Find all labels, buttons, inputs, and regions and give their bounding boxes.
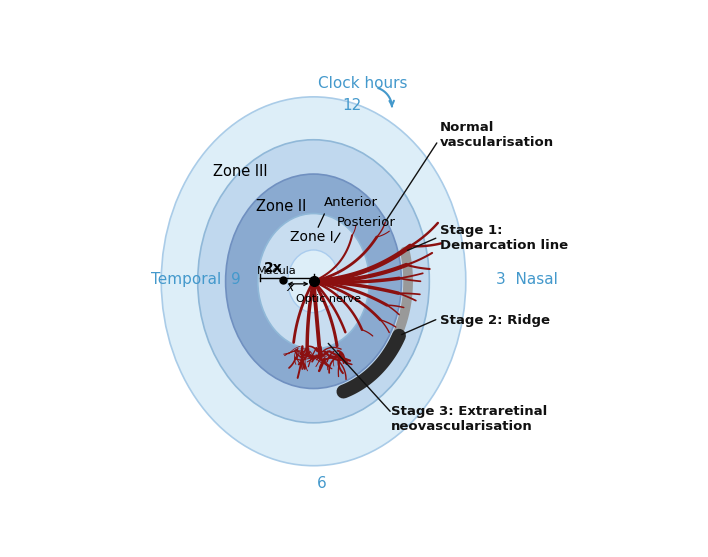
Text: Macula: Macula bbox=[257, 266, 297, 276]
Text: Posterior: Posterior bbox=[337, 216, 396, 228]
Ellipse shape bbox=[287, 250, 339, 312]
Ellipse shape bbox=[198, 140, 429, 423]
Ellipse shape bbox=[161, 97, 466, 466]
Text: 6: 6 bbox=[317, 476, 327, 491]
Text: Stage 1:
Demarcation line: Stage 1: Demarcation line bbox=[440, 224, 569, 252]
Text: x: x bbox=[286, 281, 293, 294]
Text: Clock hours: Clock hours bbox=[318, 76, 408, 91]
Ellipse shape bbox=[258, 213, 370, 349]
Text: Temporal  9: Temporal 9 bbox=[151, 272, 240, 287]
Text: Anterior: Anterior bbox=[324, 196, 378, 209]
Text: Zone I: Zone I bbox=[290, 231, 333, 245]
Text: 12: 12 bbox=[343, 98, 362, 113]
Text: Normal
vascularisation: Normal vascularisation bbox=[440, 121, 554, 149]
Ellipse shape bbox=[226, 174, 401, 389]
Text: 2x: 2x bbox=[264, 261, 283, 275]
Text: Zone II: Zone II bbox=[256, 198, 306, 213]
Text: Optic nerve: Optic nerve bbox=[297, 294, 361, 304]
Text: Stage 2: Ridge: Stage 2: Ridge bbox=[440, 314, 550, 328]
Text: Zone III: Zone III bbox=[212, 164, 268, 179]
Text: Stage 3: Extraretinal
neovascularisation: Stage 3: Extraretinal neovascularisation bbox=[391, 404, 547, 433]
Text: 3  Nasal: 3 Nasal bbox=[496, 272, 558, 287]
